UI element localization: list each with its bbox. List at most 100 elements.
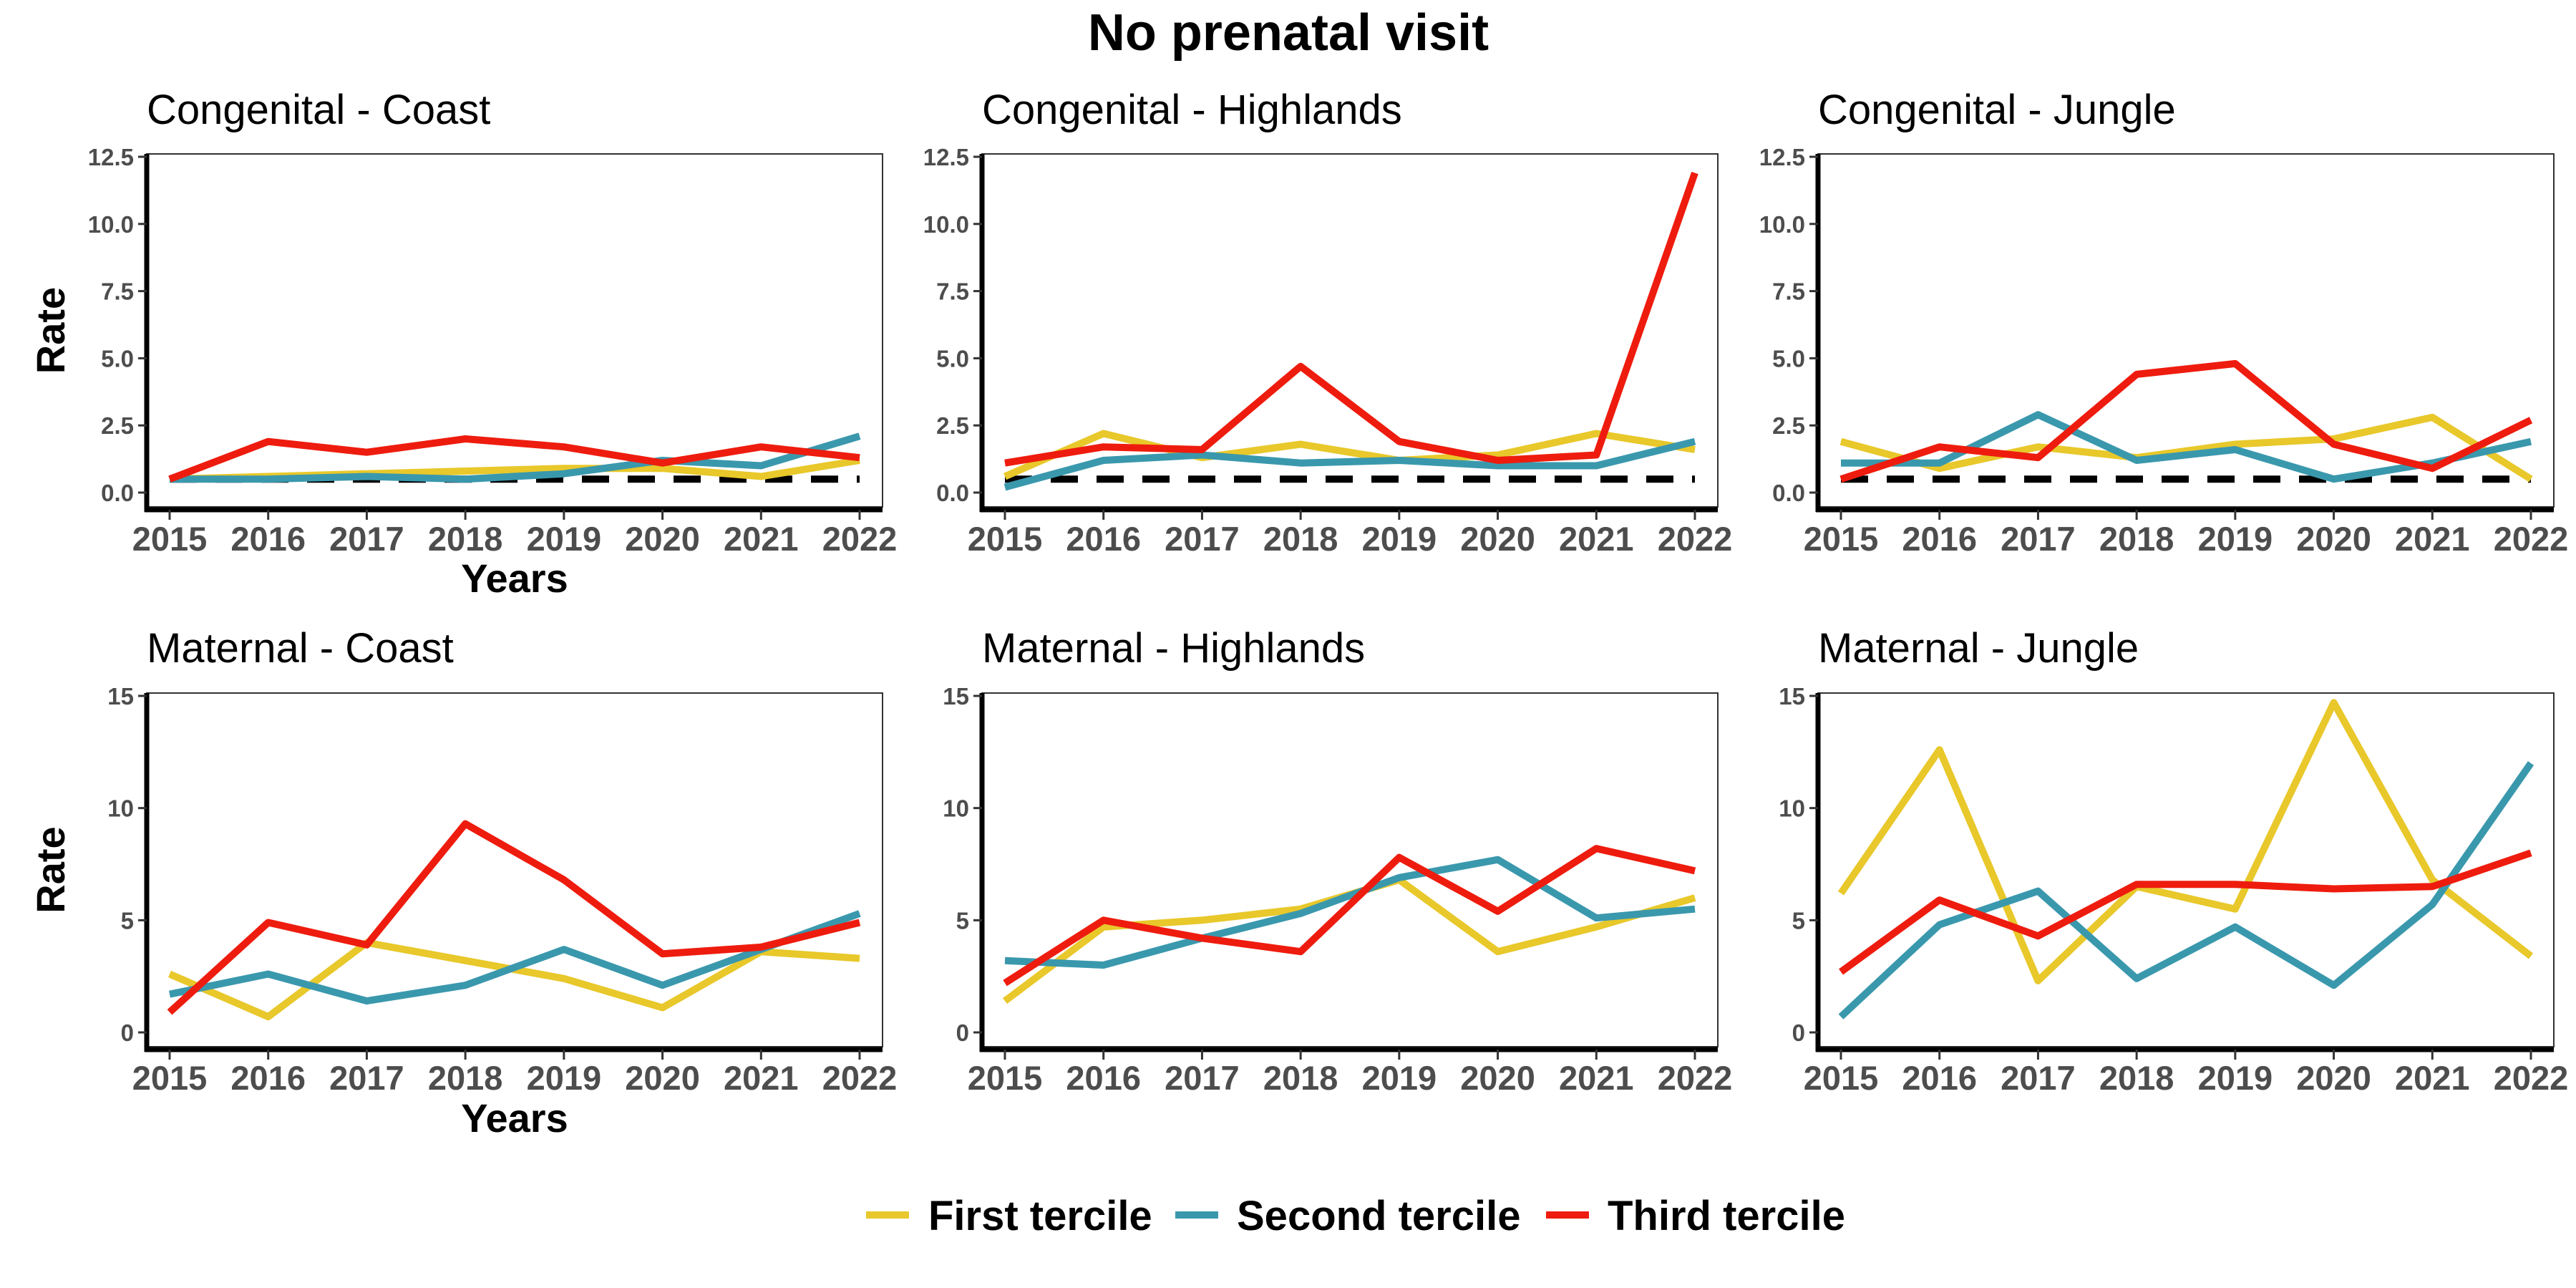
series-line-first-tercile [1839, 413, 2533, 483]
panels-group: Congenital - Coast 0.0 2.5 5.0 7.5 10.0 12.5 20… [28, 87, 2568, 1141]
y-tick-label: 12.5 [88, 144, 134, 170]
legend-label: Second tercile [1237, 1193, 1520, 1239]
x-axis-title: Years [461, 1095, 568, 1141]
x-tick-label: 2021 [724, 520, 799, 558]
y-tick-label: 10.0 [88, 211, 134, 238]
x-tick-label: 2019 [2198, 520, 2273, 558]
x-tick-label: 2020 [625, 520, 700, 558]
y-tick-label: 10.0 [1759, 211, 1805, 238]
y-tick-label: 10 [943, 795, 969, 822]
y-tick-label: 10.0 [923, 211, 969, 238]
panel-title: Congenital - Coast [147, 87, 490, 133]
y-tick-label: 2.5 [101, 412, 134, 439]
y-tick-label: 10 [107, 795, 134, 822]
y-tick-label: 10 [1779, 795, 1805, 822]
x-tick-label: 2017 [2001, 520, 2076, 558]
y-tick-label: 5 [956, 907, 969, 934]
x-tick-label: 2015 [1804, 520, 1879, 558]
y-axis-title: Rate [28, 287, 73, 374]
y-tick-label: 5.0 [936, 345, 969, 372]
x-tick-label: 2019 [1362, 1059, 1437, 1097]
panel-title: Maternal - Highlands [982, 625, 1365, 672]
x-tick-label: 2019 [527, 520, 602, 558]
series-line-third-tercile [167, 820, 861, 1015]
x-tick-label: 2020 [2296, 520, 2371, 558]
x-tick-label: 2019 [2198, 1059, 2273, 1097]
y-tick-label: 2.5 [936, 412, 969, 439]
x-tick-label: 2020 [625, 1059, 700, 1097]
x-tick-label: 2016 [1066, 1059, 1141, 1097]
x-tick-label: 2017 [1165, 520, 1240, 558]
y-tick-label: 7.5 [101, 279, 134, 305]
y-tick-label: 15 [107, 683, 134, 710]
y-tick-label: 0 [121, 1020, 134, 1046]
x-tick-label: 2022 [822, 1059, 898, 1097]
x-tick-label: 2015 [968, 520, 1043, 558]
panel-maternal-highlands: Maternal - Highlands 0 5 10 15 2015 2016 2017 20… [943, 625, 1732, 1097]
x-tick-label: 2018 [2099, 1059, 2174, 1097]
y-tick-label: 12.5 [923, 144, 969, 170]
x-tick-label: 2021 [1559, 520, 1634, 558]
y-tick-label: 5.0 [101, 345, 134, 372]
panel-title: Maternal - Coast [147, 625, 454, 672]
legend-item-third-tercile: Third tercile [1546, 1193, 1845, 1239]
x-tick-label: 2020 [2296, 1059, 2371, 1097]
y-tick-label: 15 [943, 683, 969, 710]
x-tick-label: 2017 [2001, 1059, 2076, 1097]
legend-item-first-tercile: First tercile [866, 1193, 1152, 1239]
y-tick-label: 5 [121, 907, 134, 934]
series-line-first-tercile [1003, 430, 1696, 480]
x-tick-label: 2015 [1804, 1059, 1879, 1097]
x-tick-label: 2022 [1658, 1059, 1733, 1097]
series-line-first-tercile [1837, 699, 2534, 984]
x-axis-title: Years [461, 556, 568, 601]
x-tick-label: 2021 [1559, 1059, 1634, 1097]
x-tick-label: 2018 [1263, 520, 1338, 558]
x-tick-label: 2016 [1902, 1059, 1977, 1097]
series-line-second-tercile [1004, 856, 1696, 969]
panel-congenital-highlands: Congenital - Highlands 0.0 2.5 5.0 7.5 10.0 12… [923, 87, 1733, 558]
y-axis-title: Rate [28, 826, 73, 913]
panel-maternal-coast: Maternal - Coast 0 5 10 15 2015 2016 2017 2018 20… [28, 625, 897, 1141]
legend-label: First tercile [928, 1193, 1152, 1239]
series-line-second-tercile [1003, 437, 1696, 491]
x-tick-label: 2015 [132, 1059, 208, 1097]
y-tick-label: 0.0 [1772, 480, 1805, 506]
x-tick-label: 2022 [822, 520, 898, 558]
series-line-third-tercile [168, 435, 860, 483]
series-line-second-tercile [170, 432, 861, 483]
series-line-third-tercile [1004, 171, 1698, 467]
x-tick-label: 2021 [2395, 1059, 2470, 1097]
x-tick-label: 2017 [1165, 1059, 1240, 1097]
x-tick-label: 2022 [2494, 1059, 2569, 1097]
legend-item-second-tercile: Second tercile [1175, 1193, 1520, 1239]
x-tick-label: 2018 [428, 1059, 503, 1097]
x-tick-label: 2022 [2494, 520, 2569, 558]
panel-maternal-jungle: Maternal - Jungle 0 5 10 15 2015 2016 2017 2018 2… [1779, 625, 2568, 1097]
series-line-third-tercile [1839, 359, 2533, 483]
series-line-second-tercile [1838, 761, 2534, 1020]
y-tick-label: 7.5 [1772, 279, 1805, 305]
panel-title: Congenital - Jungle [1818, 87, 2176, 133]
x-tick-label: 2015 [132, 520, 208, 558]
panel-congenital-coast: Congenital - Coast 0.0 2.5 5.0 7.5 10.0 12.5 20… [28, 87, 897, 601]
x-tick-label: 2018 [428, 520, 503, 558]
legend: First tercile Second tercile Third tercile [866, 1193, 1845, 1239]
x-tick-label: 2017 [329, 1059, 404, 1097]
series-line-third-tercile [1003, 845, 1696, 987]
x-tick-label: 2016 [230, 520, 306, 558]
x-tick-label: 2016 [230, 1059, 306, 1097]
panel-title: Maternal - Jungle [1818, 625, 2139, 672]
y-tick-label: 12.5 [1759, 144, 1805, 170]
y-tick-label: 0.0 [101, 480, 134, 506]
y-tick-label: 15 [1779, 683, 1805, 710]
x-tick-label: 2018 [2099, 520, 2174, 558]
x-tick-label: 2018 [1263, 1059, 1338, 1097]
y-tick-label: 0 [956, 1020, 969, 1046]
x-tick-label: 2020 [1460, 1059, 1535, 1097]
legend-label: Third tercile [1608, 1193, 1845, 1239]
y-tick-label: 5.0 [1772, 345, 1805, 372]
x-tick-label: 2020 [1460, 520, 1535, 558]
x-tick-label: 2022 [1658, 520, 1733, 558]
